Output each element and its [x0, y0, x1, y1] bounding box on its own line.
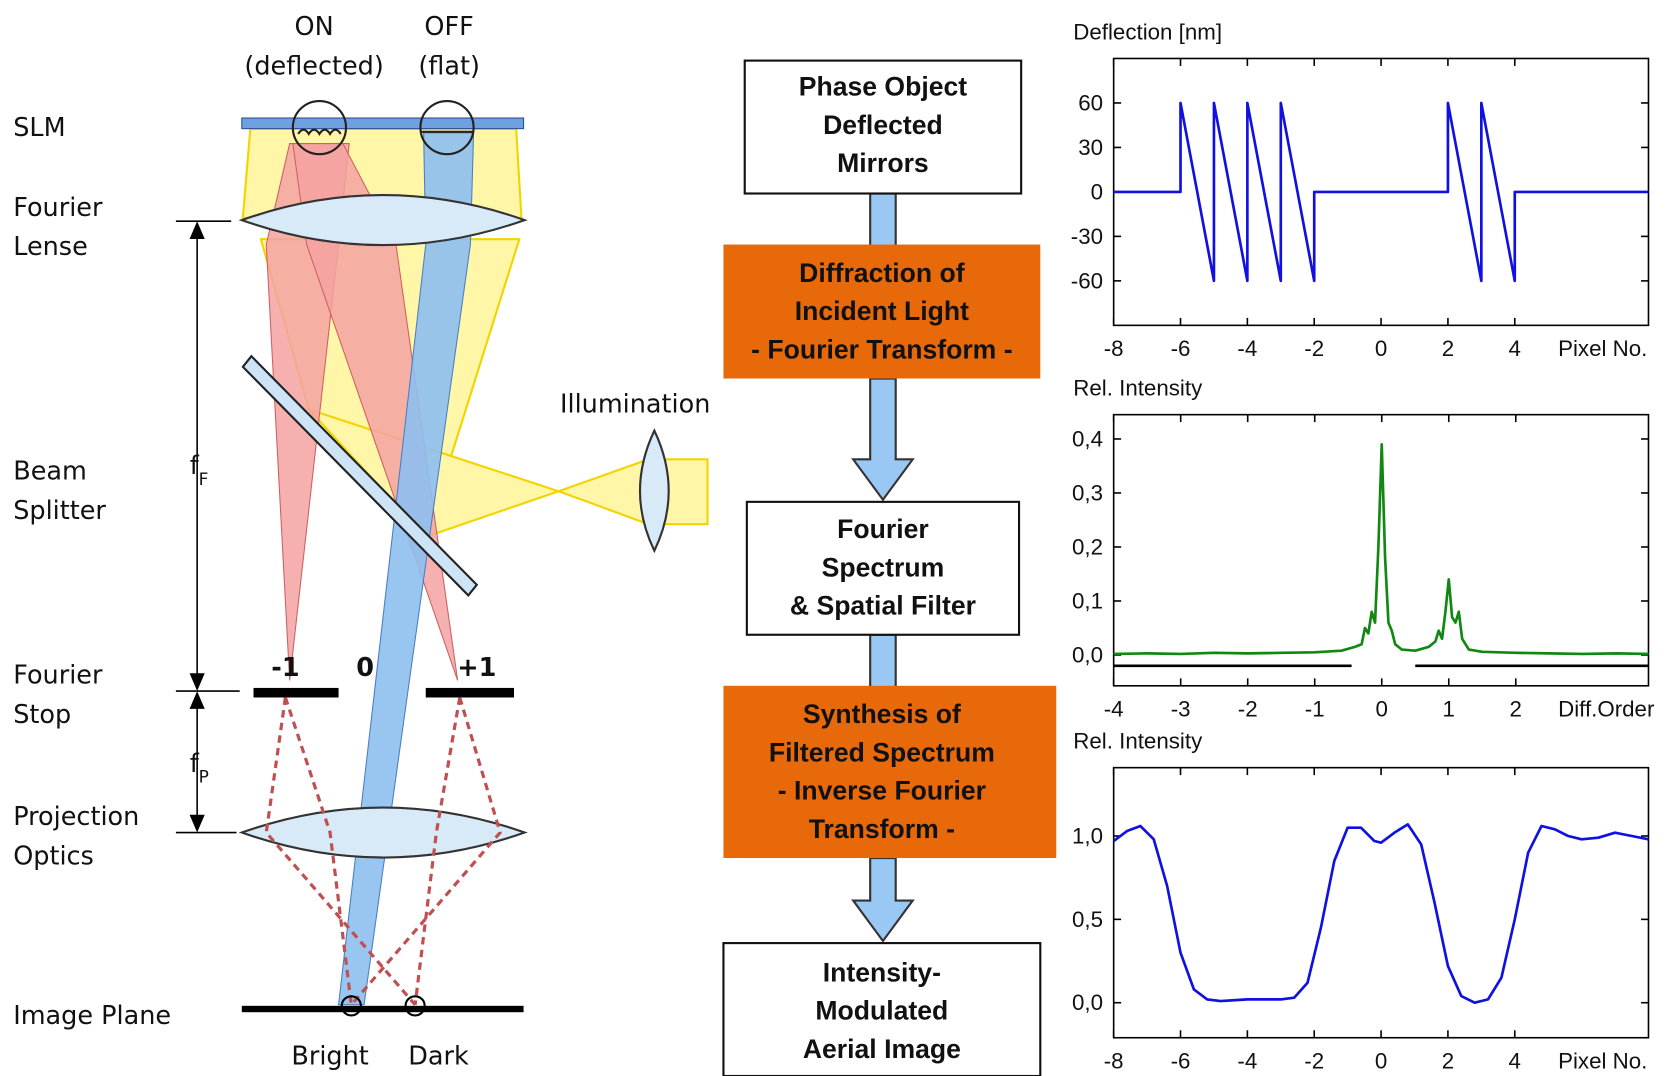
- label: ON: [295, 12, 334, 42]
- x-tick-label: 0: [1376, 697, 1388, 722]
- chart: Rel. Intensity Diff.Order -4 -3 -2 -1 0 1 2 0,0 0,…: [1072, 376, 1655, 722]
- label: Lense: [13, 232, 88, 262]
- x-tick-label: -4: [1104, 697, 1124, 722]
- data-line: [1114, 103, 1649, 281]
- step-text: Fourier: [837, 514, 929, 544]
- x-tick-label: -3: [1171, 697, 1191, 722]
- x-tick-label: 2: [1442, 1049, 1454, 1074]
- step-text: - Inverse Fourier: [778, 776, 986, 806]
- label: (flat): [418, 51, 480, 81]
- order: +1: [457, 653, 496, 683]
- y-tick-label: 60: [1078, 90, 1103, 115]
- label: Fourier: [13, 193, 103, 223]
- y-tick-label: -60: [1071, 268, 1103, 293]
- chart-title: Deflection [nm]: [1073, 19, 1222, 44]
- illumination-lens: [640, 431, 669, 551]
- figure: SLM Fourier Lense Beam Splitter Fourier …: [0, 0, 1667, 1076]
- x-axis-label: Diff.Order: [1558, 697, 1655, 722]
- x-tick-label: -4: [1237, 336, 1257, 361]
- x-tick-label: 0: [1375, 336, 1387, 361]
- label: Illumination: [560, 390, 710, 420]
- data-line: [1114, 824, 1649, 1002]
- x-axis-label: Pixel No.: [1558, 336, 1647, 361]
- y-tick-label: 0,0: [1072, 990, 1103, 1015]
- step-text: Synthesis of: [803, 699, 961, 729]
- y-tick-label: 0,5: [1072, 907, 1103, 932]
- y-tick-label: 0,1: [1072, 588, 1103, 613]
- page: SLM Fourier Lense Beam Splitter Fourier …: [0, 0, 1667, 1076]
- step-text: Mirrors: [837, 148, 929, 178]
- subscript: P: [199, 768, 209, 788]
- x-tick-label: -6: [1171, 1049, 1191, 1074]
- x-tick-label: 2: [1442, 336, 1454, 361]
- x-tick-label: 1: [1443, 697, 1455, 722]
- label: Stop: [13, 700, 71, 730]
- x-axis-label: Pixel No.: [1558, 1049, 1647, 1074]
- x-tick-label: -8: [1104, 1049, 1124, 1074]
- y-tick-label: 0: [1091, 179, 1103, 204]
- step-text: Diffraction of: [799, 258, 965, 288]
- slm: [242, 118, 524, 129]
- optics-drawing: [176, 101, 708, 1015]
- label: Splitter: [13, 496, 106, 526]
- x-tick-label: -6: [1171, 336, 1191, 361]
- step-text: Phase Object: [799, 72, 968, 102]
- step-text: Deflected: [823, 110, 943, 140]
- step-text: Aerial Image: [803, 1034, 961, 1064]
- chart-title: Rel. Intensity: [1073, 729, 1203, 754]
- x-tick-label: 4: [1509, 336, 1521, 361]
- stop-right: [426, 688, 514, 698]
- x-tick-label: -2: [1238, 697, 1258, 722]
- y-tick-label: 30: [1078, 135, 1103, 160]
- x-tick-label: -2: [1304, 336, 1324, 361]
- label: Image Plane: [13, 1001, 171, 1031]
- step-text: & Spatial Filter: [790, 591, 976, 621]
- dark-spot: [406, 996, 425, 1015]
- chart: Rel. Intensity Pixel No. -8 -6 -4 -2 0 2 4 0,0 0,5…: [1072, 729, 1648, 1074]
- x-tick-label: -4: [1237, 1049, 1257, 1074]
- plot-frame: [1114, 768, 1649, 1038]
- x-tick-label: -1: [1305, 697, 1325, 722]
- x-tick-label: 2: [1510, 697, 1522, 722]
- label: OFF: [424, 12, 473, 42]
- focal-label: fF: [190, 451, 209, 490]
- chart: Deflection [nm] Pixel No. -8 -6 -4 -2 0 2 4 -60 -3…: [1071, 19, 1649, 361]
- step-text: Spectrum: [822, 552, 945, 582]
- subscript: F: [199, 470, 209, 490]
- data-line: [1114, 444, 1649, 654]
- step-text: Incident Light: [795, 296, 969, 326]
- x-tick-label: 0: [1375, 1049, 1387, 1074]
- step-text: Transform -: [809, 814, 955, 844]
- label: Optics: [13, 841, 94, 871]
- chart-title: Rel. Intensity: [1073, 376, 1203, 401]
- y-tick-label: 0,4: [1072, 426, 1103, 451]
- projection-lens: [242, 808, 525, 858]
- label: Beam: [13, 457, 87, 487]
- label: Projection: [13, 802, 139, 832]
- label: Dark: [408, 1041, 469, 1071]
- y-tick-label: 1,0: [1072, 823, 1103, 848]
- x-tick-label: -2: [1304, 1049, 1324, 1074]
- label: (deflected): [244, 51, 383, 81]
- order: -1: [271, 653, 299, 683]
- label: SLM: [13, 113, 65, 143]
- stop-left: [254, 688, 339, 698]
- y-tick-label: 0,0: [1072, 642, 1103, 667]
- step-text: - Fourier Transform -: [751, 334, 1012, 364]
- label: Fourier: [13, 661, 103, 691]
- step-text: Modulated: [815, 996, 948, 1026]
- x-tick-label: 4: [1509, 1049, 1521, 1074]
- focal-markers: [176, 221, 240, 832]
- y-tick-label: -30: [1071, 224, 1103, 249]
- y-tick-label: 0,2: [1072, 534, 1103, 559]
- x-tick-label: -8: [1104, 336, 1124, 361]
- step-text: Intensity-: [823, 957, 941, 987]
- image-plane: [242, 1006, 524, 1012]
- focal-label: fP: [190, 749, 209, 788]
- order: 0: [356, 653, 374, 683]
- y-tick-label: 0,3: [1072, 480, 1103, 505]
- label: Bright: [291, 1041, 368, 1071]
- step-text: Filtered Spectrum: [769, 737, 995, 767]
